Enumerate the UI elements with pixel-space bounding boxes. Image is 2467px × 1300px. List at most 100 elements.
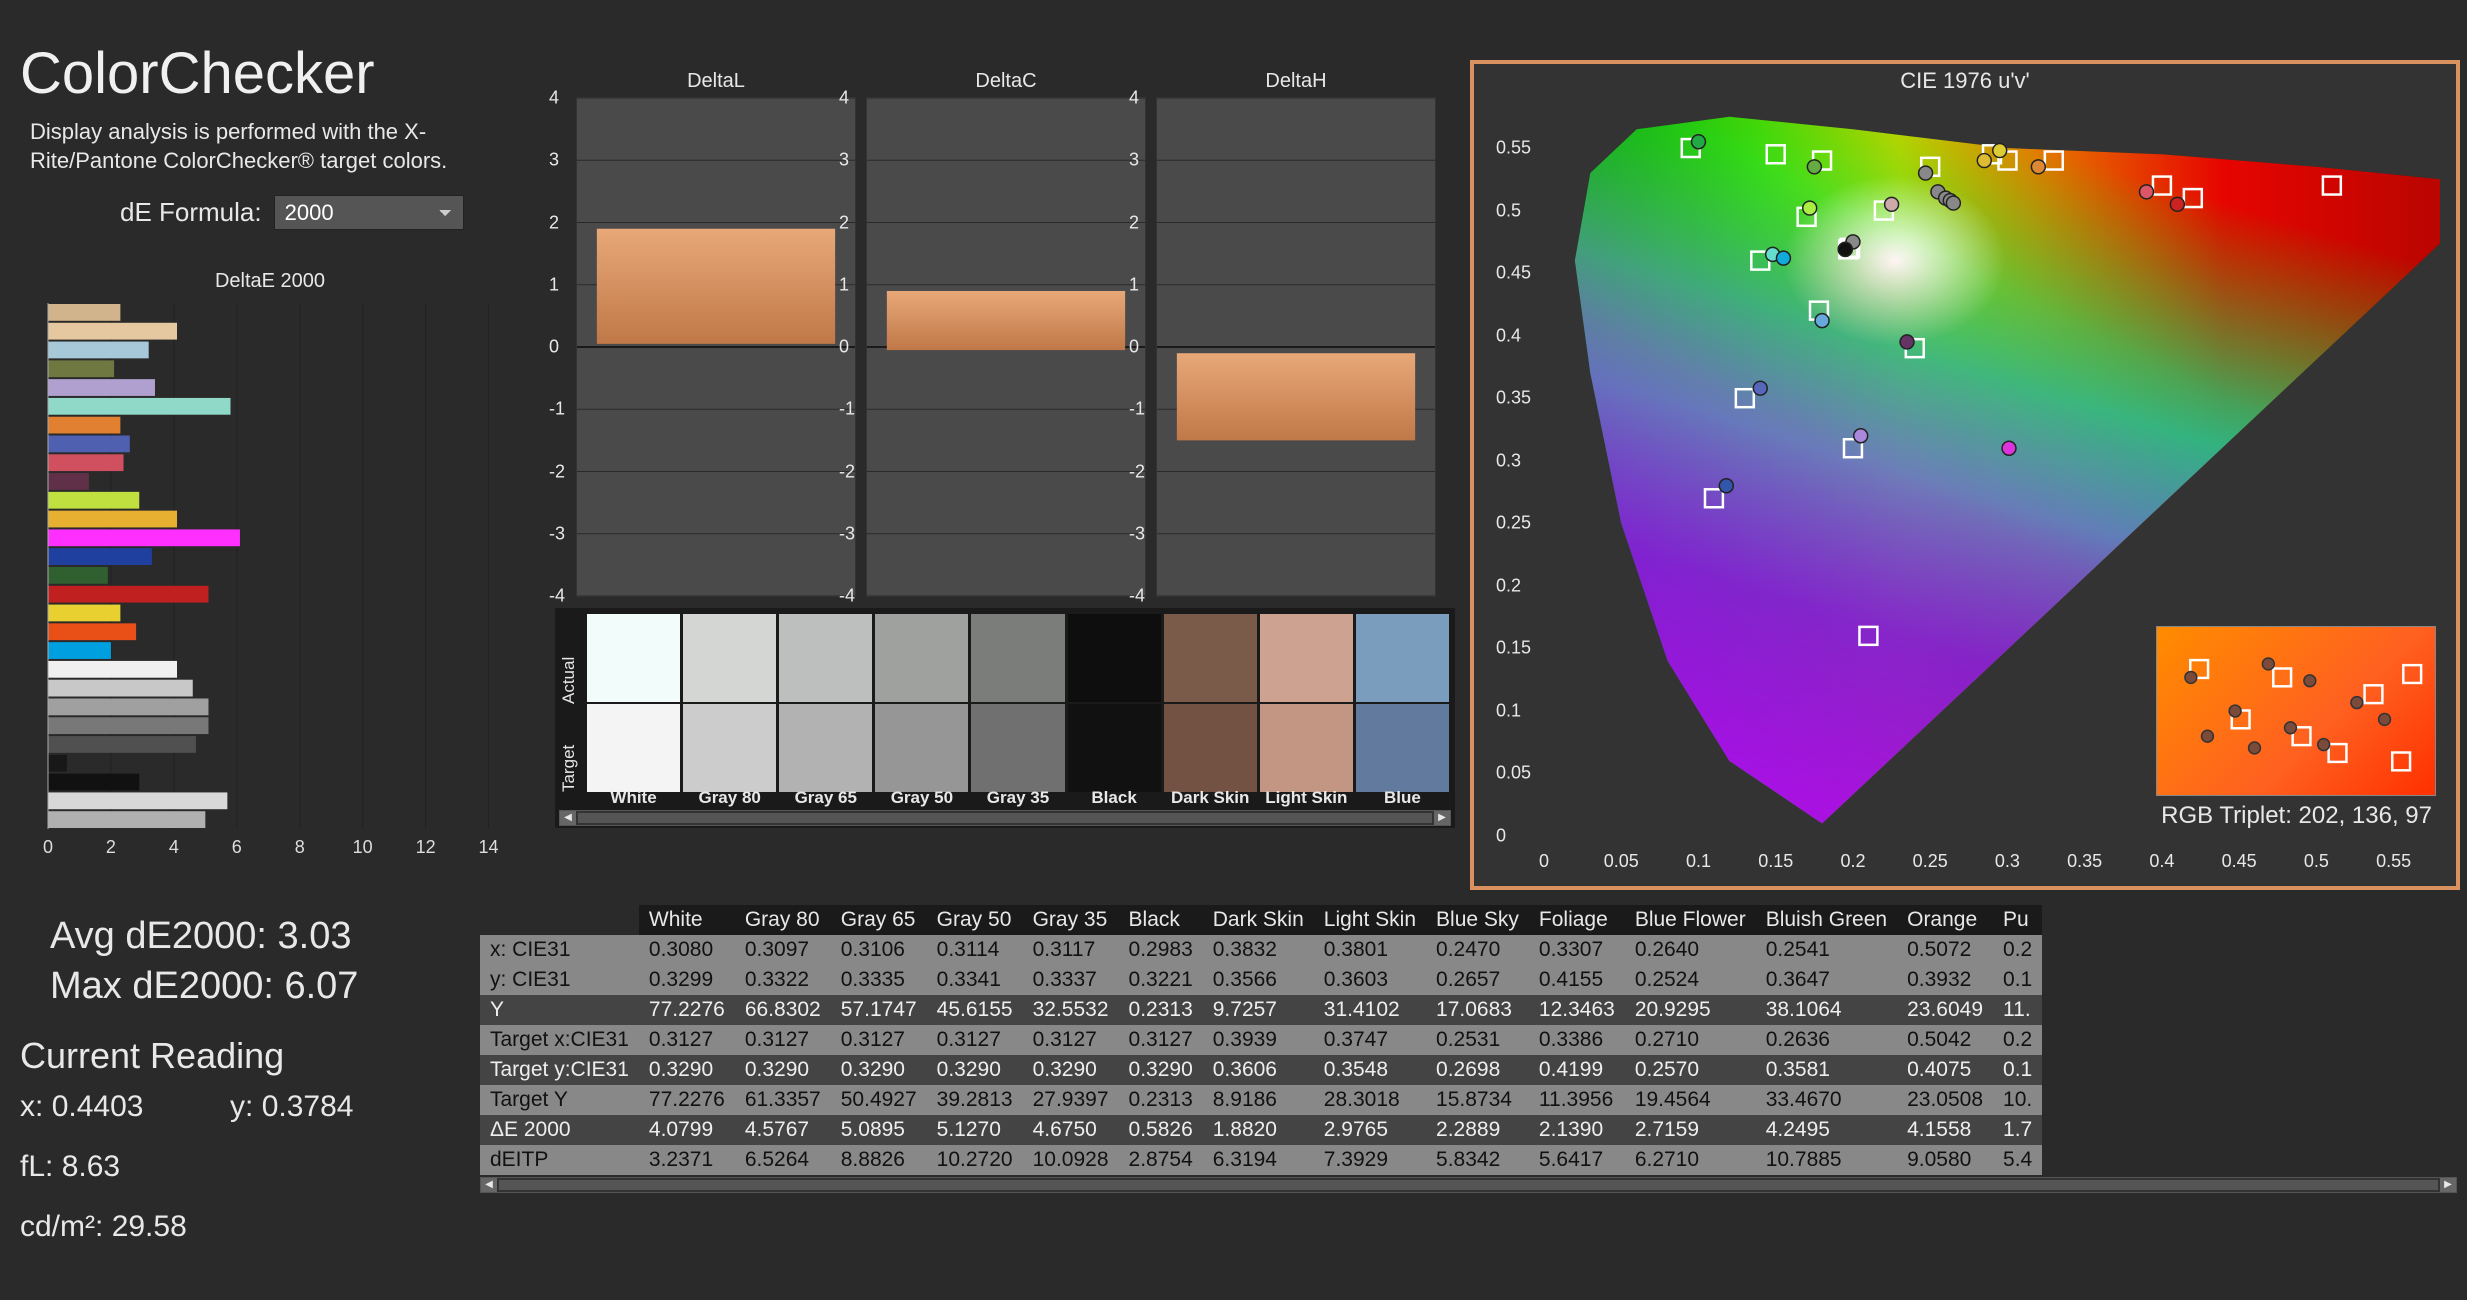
axis-tick: 4 <box>1129 88 1139 109</box>
cie-chart: CIE 1976 u'v' RGB Triplet: 202, 136, 97 … <box>1470 60 2460 890</box>
axis-tick: -2 <box>1129 461 1145 482</box>
axis-tick: 0.1 <box>1496 700 1521 721</box>
table-row: ΔE 20004.07994.57675.08955.12704.67500.5… <box>480 1115 2042 1145</box>
table-row: y: CIE310.32990.33220.33350.33410.33370.… <box>480 965 2042 995</box>
axis-tick: 0.25 <box>1496 513 1531 534</box>
axis-tick: 0.35 <box>2067 851 2102 872</box>
swatch-actual[interactable] <box>587 614 680 702</box>
swatch-target[interactable] <box>587 704 680 792</box>
formula-select[interactable]: 2000 <box>274 195 464 230</box>
swatch-actual[interactable] <box>779 614 872 702</box>
table-header: Gray 65 <box>831 905 927 935</box>
axis-tick: 0 <box>1129 337 1139 358</box>
swatch-target[interactable] <box>683 704 776 792</box>
axis-tick: 0.4 <box>1496 325 1521 346</box>
axis-tick: -1 <box>839 399 855 420</box>
swatch-scrollbar[interactable]: ◀ ▶ <box>559 810 1451 826</box>
axis-tick: -2 <box>549 461 565 482</box>
swatch-label: Gray 80 <box>683 788 776 808</box>
swatch-strip: Actual Target WhiteGray 80Gray 65Gray 50… <box>555 608 1455 828</box>
table-header: Orange <box>1897 905 1993 935</box>
axis-tick: 3 <box>839 150 849 171</box>
swatch-label: Blue <box>1356 788 1449 808</box>
axis-tick: 0.25 <box>1913 851 1948 872</box>
scroll-left-icon[interactable]: ◀ <box>481 1178 497 1192</box>
swatch-actual[interactable] <box>1164 614 1257 702</box>
swatch-actual[interactable] <box>971 614 1064 702</box>
swatch-target[interactable] <box>779 704 872 792</box>
svg-text:4: 4 <box>169 837 179 857</box>
swatch-target[interactable] <box>1260 704 1353 792</box>
max-de: Max dE2000: 6.07 <box>50 965 358 1008</box>
axis-tick: 0.15 <box>1496 638 1531 659</box>
table-header: Bluish Green <box>1756 905 1897 935</box>
axis-tick: 0.2 <box>1496 575 1521 596</box>
table-header: Dark Skin <box>1203 905 1314 935</box>
axis-tick: -2 <box>839 461 855 482</box>
table-row: Y77.227666.830257.174745.615532.55320.23… <box>480 995 2042 1025</box>
table-scrollbar[interactable]: ◀ ▶ <box>480 1177 2457 1193</box>
deltae-chart-title: DeltaE 2000 <box>10 270 530 293</box>
axis-tick: 0 <box>1539 851 1549 872</box>
cie-chart-title: CIE 1976 u'v' <box>1474 68 2456 94</box>
axis-tick: 2 <box>839 212 849 233</box>
swatch-label: Light Skin <box>1260 788 1353 808</box>
swatch-target[interactable] <box>1164 704 1257 792</box>
axis-tick: 2 <box>549 212 559 233</box>
rgb-triplet: RGB Triplet: 202, 136, 97 <box>2161 802 2432 830</box>
axis-tick: 0.55 <box>1496 138 1531 159</box>
swatch-target[interactable] <box>875 704 968 792</box>
scroll-thumb[interactable] <box>578 813 1432 823</box>
swatch-target[interactable] <box>1356 704 1449 792</box>
axis-tick: -3 <box>549 523 565 544</box>
table-row: Target x:CIE310.31270.31270.31270.31270.… <box>480 1025 2042 1055</box>
table-row: Target Y77.227661.335750.492739.281327.9… <box>480 1085 2042 1115</box>
current-cd: cd/m²: 29.58 <box>20 1210 187 1244</box>
table-header: Pu <box>1993 905 2042 935</box>
axis-tick: 0.5 <box>2304 851 2329 872</box>
table-header: Blue Flower <box>1625 905 1756 935</box>
axis-tick: 4 <box>839 88 849 109</box>
axis-tick: 3 <box>549 150 559 171</box>
svg-text:12: 12 <box>416 837 436 857</box>
swatch-target[interactable] <box>1068 704 1161 792</box>
swatch-target[interactable] <box>971 704 1064 792</box>
scroll-left-icon[interactable]: ◀ <box>560 811 576 825</box>
axis-tick: 0.5 <box>1496 200 1521 221</box>
table-header: White <box>639 905 735 935</box>
swatch-actual[interactable] <box>1260 614 1353 702</box>
swatch-actual[interactable] <box>875 614 968 702</box>
axis-tick: -3 <box>839 523 855 544</box>
axis-tick: 0 <box>839 337 849 358</box>
swatch-actual[interactable] <box>1356 614 1449 702</box>
axis-tick: 0.4 <box>2149 851 2174 872</box>
swatch-actual[interactable] <box>683 614 776 702</box>
axis-tick: -3 <box>1129 523 1145 544</box>
current-reading-heading: Current Reading <box>20 1035 284 1077</box>
page-title: ColorChecker <box>20 40 375 107</box>
scroll-thumb[interactable] <box>499 1180 2438 1190</box>
axis-tick: 0.05 <box>1496 763 1531 784</box>
scroll-right-icon[interactable]: ▶ <box>1434 811 1450 825</box>
axis-tick: 1 <box>1129 274 1139 295</box>
svg-text:10: 10 <box>353 837 373 857</box>
current-x: x: 0.4403 <box>20 1090 143 1124</box>
mini-chart-deltac: DeltaC43210-1-2-3-4 <box>866 70 1146 597</box>
swatch-target-label: Target <box>559 745 579 792</box>
formula-label: dE Formula: <box>120 197 262 228</box>
avg-de: Avg dE2000: 3.03 <box>50 915 351 958</box>
table-row: dEITP3.23716.52648.882610.272010.09282.8… <box>480 1145 2042 1175</box>
axis-tick: 0.45 <box>2222 851 2257 872</box>
svg-text:0: 0 <box>43 837 53 857</box>
svg-text:2: 2 <box>106 837 116 857</box>
table-header: Gray 80 <box>735 905 831 935</box>
mini-chart-title: DeltaC <box>866 70 1146 93</box>
axis-tick: -1 <box>549 399 565 420</box>
table-row: x: CIE310.30800.30970.31060.31140.31170.… <box>480 935 2042 965</box>
swatch-actual[interactable] <box>1068 614 1161 702</box>
axis-tick: 0.15 <box>1758 851 1793 872</box>
axis-tick: 0 <box>1496 826 1506 847</box>
axis-tick: 2 <box>1129 212 1139 233</box>
scroll-right-icon[interactable]: ▶ <box>2440 1178 2456 1192</box>
subtitle: Display analysis is performed with the X… <box>30 118 550 175</box>
